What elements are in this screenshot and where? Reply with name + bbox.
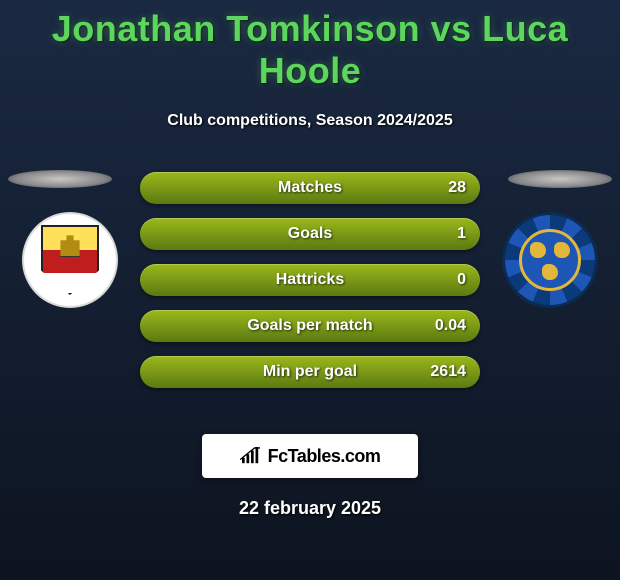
stat-label: Goals per match — [247, 317, 372, 335]
player-shadow-right — [508, 170, 612, 188]
stat-row: Hattricks 0 — [140, 264, 480, 296]
brand-text: FcTables.com — [268, 446, 381, 467]
team-crest-left — [22, 212, 118, 308]
shield-icon — [41, 225, 99, 295]
stat-label: Min per goal — [263, 363, 357, 381]
comparison-area: Matches 28 Goals 1 Hattricks 0 Goals per… — [0, 170, 620, 410]
stat-value-right: 2614 — [430, 363, 466, 381]
team-crest-right — [502, 212, 598, 308]
stat-label: Matches — [278, 179, 342, 197]
stat-value-right: 1 — [457, 225, 466, 243]
date-text: 22 february 2025 — [0, 498, 620, 519]
stat-label: Hattricks — [276, 271, 344, 289]
brand-box: FcTables.com — [202, 434, 418, 478]
stat-row: Goals 1 — [140, 218, 480, 250]
stat-row: Goals per match 0.04 — [140, 310, 480, 342]
stat-value-right: 0 — [457, 271, 466, 289]
stat-label: Goals — [288, 225, 332, 243]
page-title: Jonathan Tomkinson vs Luca Hoole — [0, 0, 620, 92]
bar-chart-icon — [240, 447, 262, 465]
stat-row: Matches 28 — [140, 172, 480, 204]
disc-icon — [519, 229, 581, 291]
stat-value-right: 0.04 — [435, 317, 466, 335]
stat-value-right: 28 — [448, 179, 466, 197]
stat-row: Min per goal 2614 — [140, 356, 480, 388]
subtitle: Club competitions, Season 2024/2025 — [0, 112, 620, 130]
player-shadow-left — [8, 170, 112, 188]
stat-rows: Matches 28 Goals 1 Hattricks 0 Goals per… — [140, 170, 480, 388]
